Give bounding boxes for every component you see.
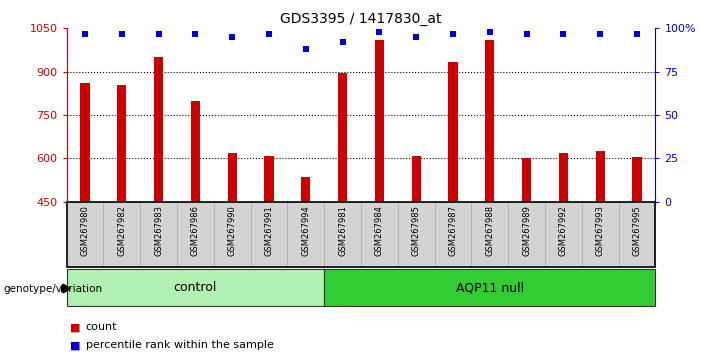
Bar: [264, 155, 273, 202]
Text: GSM267989: GSM267989: [522, 205, 531, 256]
Bar: [324, 202, 361, 267]
Text: GSM267993: GSM267993: [596, 205, 605, 256]
Text: GSM267995: GSM267995: [632, 205, 641, 256]
Bar: [140, 202, 177, 267]
Bar: [471, 202, 508, 267]
Text: GSM267988: GSM267988: [485, 205, 494, 256]
Bar: [191, 101, 200, 202]
Text: GSM267983: GSM267983: [154, 205, 163, 256]
Text: GSM267982: GSM267982: [117, 205, 126, 256]
Bar: [301, 177, 311, 202]
Text: ■: ■: [70, 340, 81, 350]
Bar: [154, 57, 163, 202]
Text: GSM267990: GSM267990: [228, 205, 237, 256]
Text: control: control: [174, 281, 217, 294]
Bar: [81, 83, 90, 202]
Text: GSM267986: GSM267986: [191, 205, 200, 256]
Text: GSM267994: GSM267994: [301, 205, 311, 256]
Bar: [632, 157, 641, 202]
Text: GSM267991: GSM267991: [264, 205, 273, 256]
Bar: [117, 85, 126, 202]
Bar: [67, 202, 104, 267]
Text: GSM267981: GSM267981: [338, 205, 347, 256]
Bar: [214, 202, 251, 267]
Bar: [449, 62, 458, 202]
Bar: [435, 202, 471, 267]
Bar: [619, 202, 655, 267]
Bar: [287, 202, 325, 267]
Text: GSM267987: GSM267987: [449, 205, 458, 256]
Text: ■: ■: [70, 322, 81, 332]
Bar: [559, 153, 568, 202]
Bar: [596, 151, 605, 202]
Bar: [411, 155, 421, 202]
Bar: [251, 202, 287, 267]
Bar: [375, 40, 384, 202]
Bar: [67, 269, 324, 306]
Text: genotype/variation: genotype/variation: [4, 284, 102, 293]
Bar: [177, 202, 214, 267]
Text: GSM267984: GSM267984: [375, 205, 384, 256]
Text: AQP11 null: AQP11 null: [456, 281, 524, 294]
Text: percentile rank within the sample: percentile rank within the sample: [86, 340, 273, 350]
Bar: [545, 202, 582, 267]
Bar: [508, 202, 545, 267]
Bar: [522, 159, 531, 202]
Bar: [228, 153, 237, 202]
FancyArrow shape: [62, 284, 70, 293]
Bar: [324, 269, 655, 306]
Bar: [582, 202, 619, 267]
Bar: [361, 202, 398, 267]
Text: GSM267985: GSM267985: [411, 205, 421, 256]
Bar: [338, 73, 347, 202]
Text: GSM267992: GSM267992: [559, 205, 568, 256]
Bar: [485, 40, 494, 202]
Bar: [104, 202, 140, 267]
Text: GSM267980: GSM267980: [81, 205, 90, 256]
Text: count: count: [86, 322, 117, 332]
Bar: [398, 202, 435, 267]
Title: GDS3395 / 1417830_at: GDS3395 / 1417830_at: [280, 12, 442, 26]
